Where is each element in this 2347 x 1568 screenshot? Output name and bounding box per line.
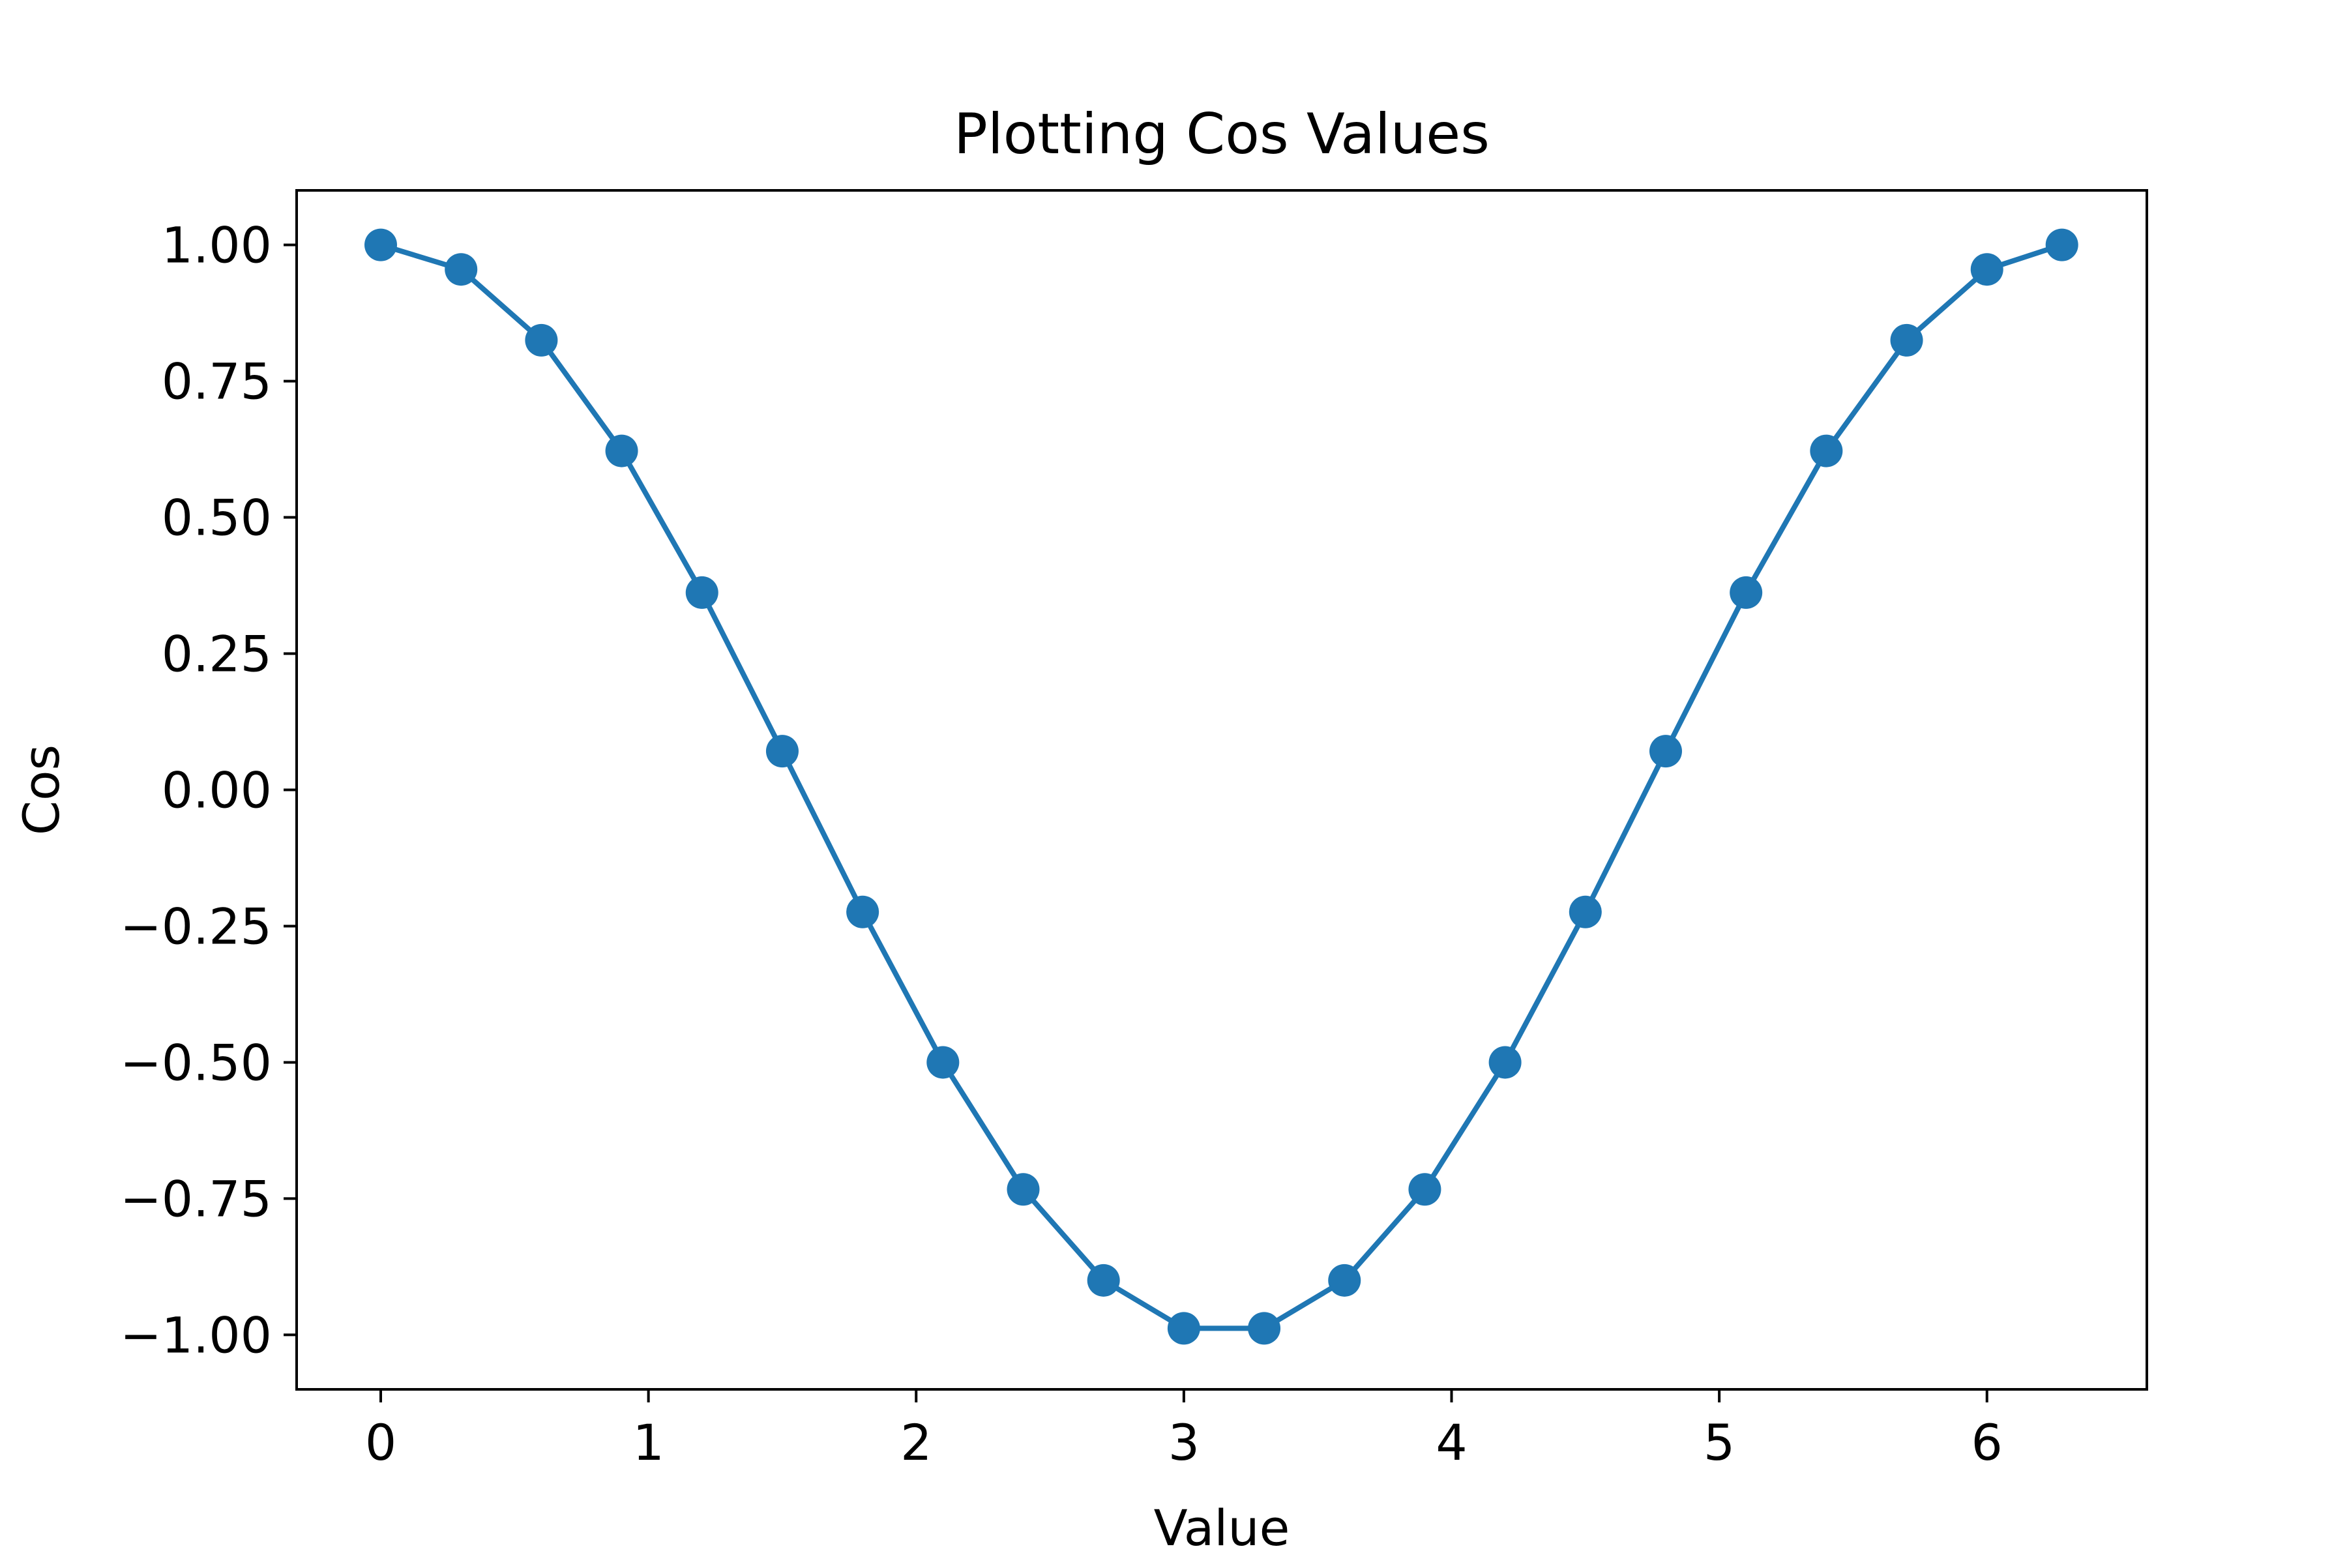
y-tick-label: 1.00 bbox=[162, 216, 272, 274]
x-axis-label: Value bbox=[1154, 1499, 1290, 1557]
y-axis-label: Cos bbox=[12, 745, 70, 835]
data-point bbox=[2045, 228, 2078, 261]
data-point bbox=[685, 576, 718, 609]
y-tick-label: 0.25 bbox=[162, 625, 272, 683]
data-point bbox=[364, 228, 398, 261]
y-tick-label: −1.00 bbox=[120, 1306, 272, 1364]
data-point bbox=[525, 323, 558, 357]
x-tick-label: 2 bbox=[900, 1413, 932, 1472]
y-tick-label: −0.50 bbox=[120, 1033, 272, 1091]
y-tick-label: 0.75 bbox=[162, 353, 272, 411]
data-point bbox=[605, 434, 638, 467]
data-point bbox=[1569, 895, 1602, 928]
data-point bbox=[1890, 323, 1923, 357]
y-tick-label: −0.75 bbox=[120, 1170, 272, 1228]
y-axis-ticks: 1.00 0.75 0.50 0.25 0.00 −0.25 −0.50 −0.75 −1.00 bbox=[120, 216, 297, 1364]
data-point bbox=[846, 895, 879, 928]
data-point bbox=[1488, 1046, 1522, 1079]
data-point bbox=[445, 253, 478, 286]
data-point bbox=[1730, 576, 1763, 609]
x-tick-label: 0 bbox=[365, 1413, 396, 1472]
x-tick-label: 1 bbox=[632, 1413, 664, 1472]
plot-frame bbox=[295, 189, 2148, 1391]
data-point bbox=[1970, 253, 2003, 286]
x-tick-label: 6 bbox=[1971, 1413, 2003, 1472]
data-point bbox=[765, 735, 799, 768]
data-point bbox=[1248, 1312, 1281, 1345]
y-tick-label: −0.25 bbox=[120, 897, 272, 955]
data-point bbox=[1328, 1264, 1361, 1297]
x-tick-label: 3 bbox=[1168, 1413, 1200, 1472]
chart-title: Plotting Cos Values bbox=[954, 102, 1490, 167]
y-tick-label: 0.00 bbox=[162, 762, 272, 820]
data-point bbox=[1408, 1173, 1441, 1206]
y-tick-label: 0.50 bbox=[162, 489, 272, 547]
data-point bbox=[926, 1046, 960, 1079]
x-tick-label: 5 bbox=[1704, 1413, 1735, 1472]
x-axis-ticks: 0 1 2 3 4 5 6 bbox=[365, 1389, 2003, 1472]
data-point bbox=[1087, 1264, 1120, 1297]
data-point bbox=[1007, 1173, 1040, 1206]
series-line bbox=[379, 242, 2063, 1331]
x-tick-label: 4 bbox=[1436, 1413, 1467, 1472]
data-point bbox=[1649, 735, 1682, 768]
data-point bbox=[1810, 434, 1843, 467]
series-layer bbox=[364, 228, 2078, 1345]
data-point bbox=[1167, 1312, 1200, 1345]
